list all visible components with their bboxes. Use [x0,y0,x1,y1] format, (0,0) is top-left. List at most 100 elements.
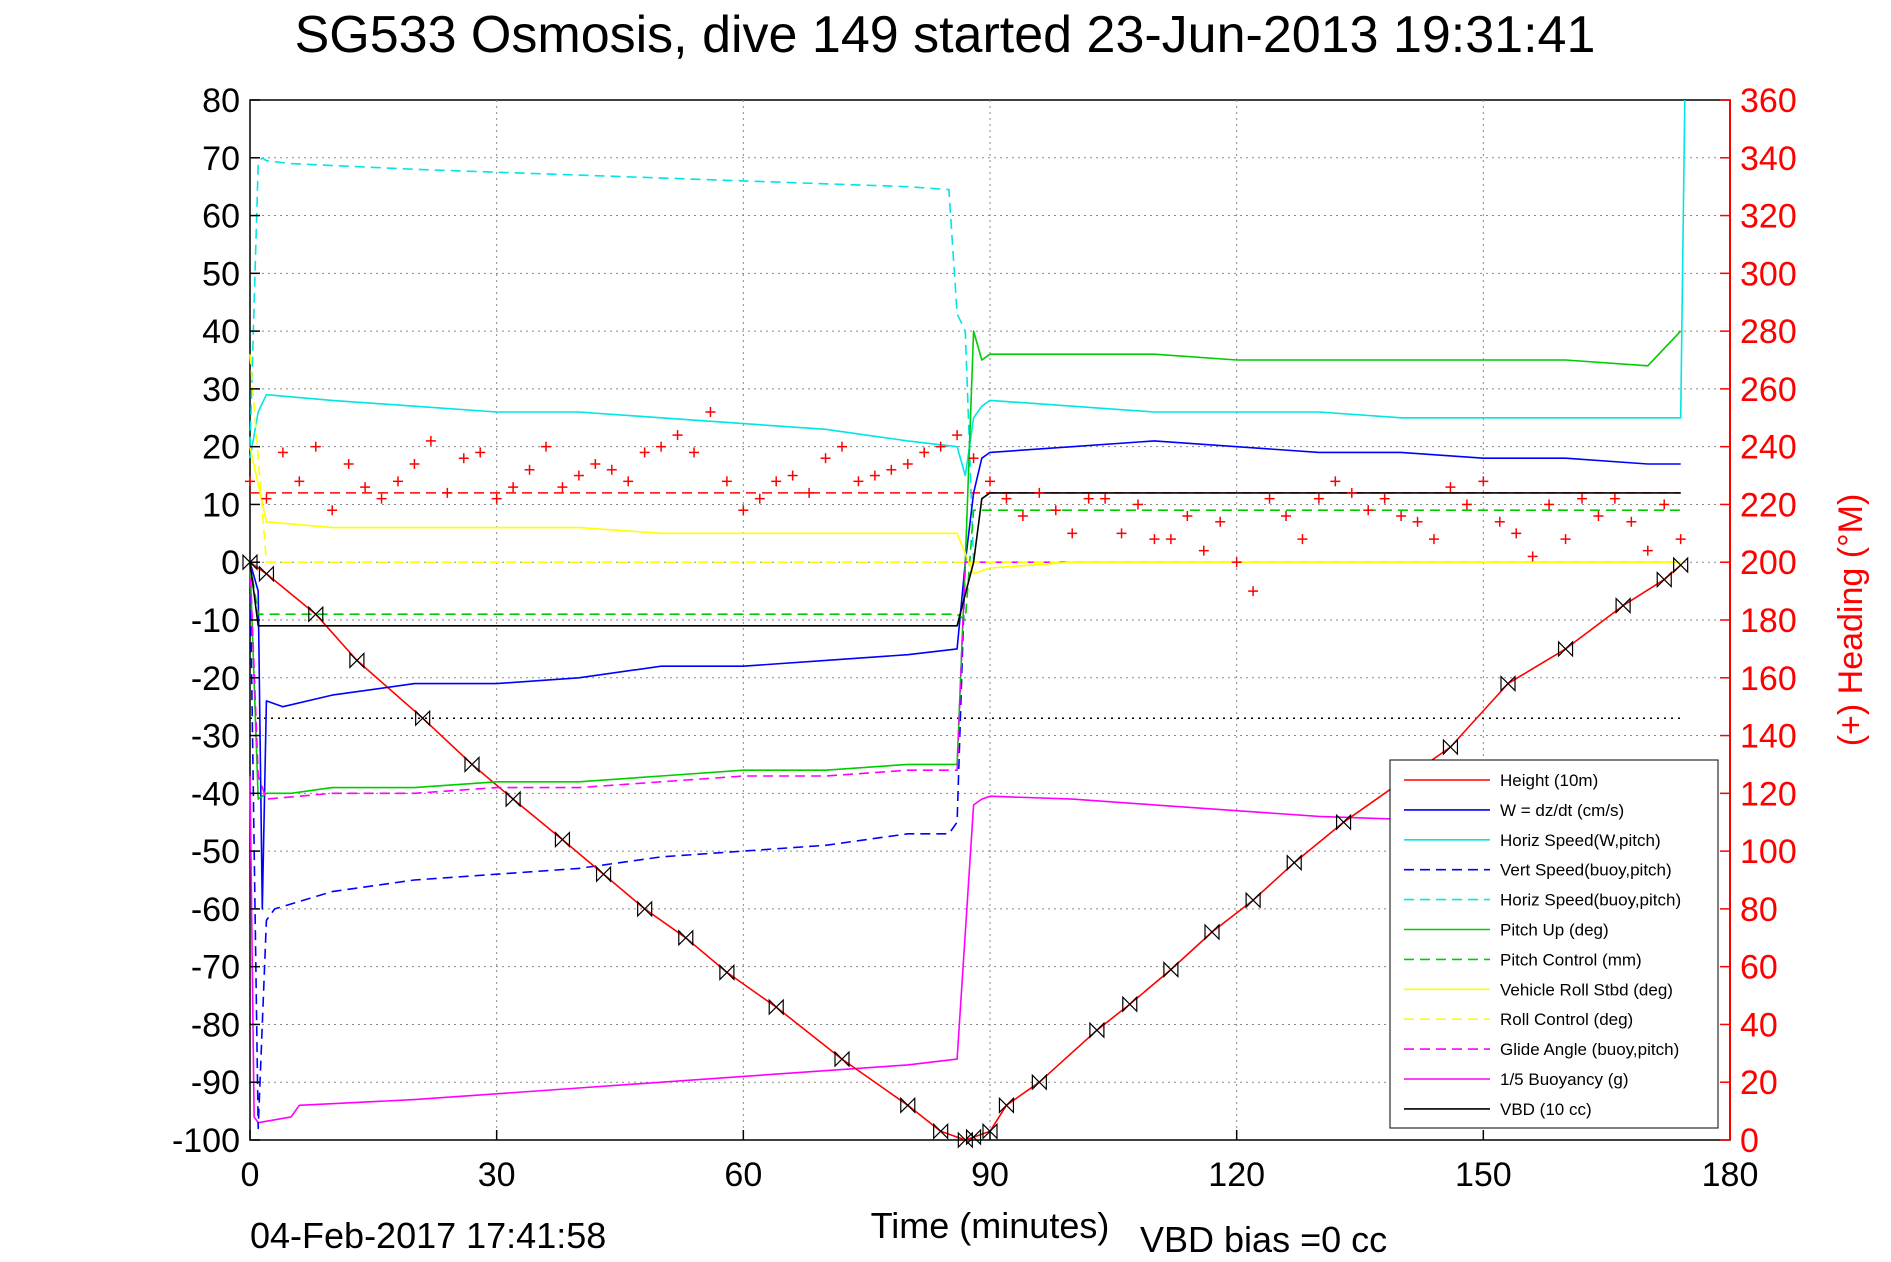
height-marker [998,1096,1015,1114]
y-right-tick-label: 20 [1740,1064,1778,1102]
grid-lines [250,100,1730,1140]
heading-point [1412,516,1423,527]
series-line-1 [249,440,1681,910]
heading-point [1067,528,1078,539]
heading-point [1116,528,1127,539]
y-tick-label: -70 [191,949,240,987]
heading-point [294,476,305,487]
y-tick-label: -100 [172,1122,240,1160]
y-right-tick-label: 220 [1740,486,1797,524]
heading-point [360,482,371,493]
heading-point [409,459,420,469]
heading-point [639,447,650,458]
heading-point [672,430,683,441]
heading-point [277,447,288,458]
x-tick-label: 30 [478,1156,516,1194]
y-tick-label: 70 [202,140,240,178]
height-marker [308,605,324,623]
y-tick-label: 10 [202,486,240,524]
heading-point [1445,482,1456,493]
heading-point [1248,586,1259,597]
height-marker [1286,854,1302,872]
height-marker [637,900,653,918]
legend-label: Glide Angle (buoy,pitch) [1500,1040,1679,1059]
series-line-9 [249,561,1681,800]
heading-point [837,441,847,452]
y-right-tick-label: 140 [1740,718,1797,756]
heading-point [524,464,535,475]
heading-point [425,435,436,446]
heading-point [606,464,617,475]
height-marker [242,553,258,571]
heading-point [1675,534,1686,545]
heading-point [689,447,699,458]
x-tick-label: 90 [971,1156,1009,1194]
heading-point [245,476,255,487]
height-marker [982,1122,998,1140]
y-tick-label: -20 [191,660,240,698]
heading-point [376,493,387,504]
series-line-8 [249,354,1681,564]
height-marker [965,1128,982,1146]
legend-box [1389,759,1719,1129]
x-tick-label: 60 [724,1156,762,1194]
heading-point [310,441,321,452]
heading-point [261,493,272,504]
height-marker [768,998,784,1016]
series-line-11 [249,492,1681,627]
heading-point [1083,493,1094,504]
height-marker [1335,813,1352,831]
y-tick-label: -10 [191,602,240,640]
legend-label: W = dz/dt (cm/s) [1500,801,1624,820]
y-axis-left-ticks: 80 70 60 50 40 30 20 10 0 -10 -20 -30 -40 -50 -60 -70 -8… [172,82,260,1160]
height-marker [933,1122,949,1140]
height-marker [1500,675,1516,693]
heading-point [1544,499,1555,510]
y-tick-label: -30 [191,718,240,756]
y-right-tick-label: 240 [1740,429,1797,467]
y-right-tick-label: 340 [1740,140,1797,178]
heading-point [656,441,667,452]
height-marker [349,651,365,669]
heading-point [1330,476,1341,487]
heading-point [623,476,634,487]
height-marker [1557,640,1574,658]
heading-point [327,505,338,516]
heading-point [804,487,815,498]
heading-point [1017,511,1028,521]
heading-point [853,476,864,487]
height-marker [1673,556,1689,574]
height-marker [678,929,694,947]
y-right-tick-label: 40 [1740,1006,1778,1044]
x-tick-label: 180 [1702,1156,1759,1194]
height-marker [1163,961,1179,979]
y-tick-label: 60 [202,198,240,236]
heading-point [1100,493,1111,504]
y-right-tick-label: 300 [1740,255,1797,293]
heading-point [771,476,782,487]
legend-label: 1/5 Buoyancy (g) [1500,1070,1629,1089]
height-marker [595,865,612,883]
heading-point [573,470,584,481]
y-tick-label: 20 [202,429,240,467]
y-tick-label: 50 [202,255,240,293]
y-right-tick-label: 0 [1740,1122,1759,1160]
series-line-5 [249,330,1682,800]
x-tick-label: 120 [1208,1156,1265,1194]
height-marker [464,755,480,773]
legend-label: Vehicle Roll Stbd (deg) [1500,980,1673,999]
heading-point [902,459,913,469]
heading-point [820,453,831,464]
heading-point [1494,516,1505,527]
heading-point [1577,493,1587,504]
y-right-tick-label: 80 [1740,891,1778,929]
heading-point [1133,499,1143,510]
heading-point [1593,511,1604,521]
height-marker [258,565,275,583]
heading-point [491,493,502,504]
series-line-3 [249,561,974,1130]
height-marker [505,790,521,808]
height-marker [719,963,735,981]
heading-point [721,476,732,487]
